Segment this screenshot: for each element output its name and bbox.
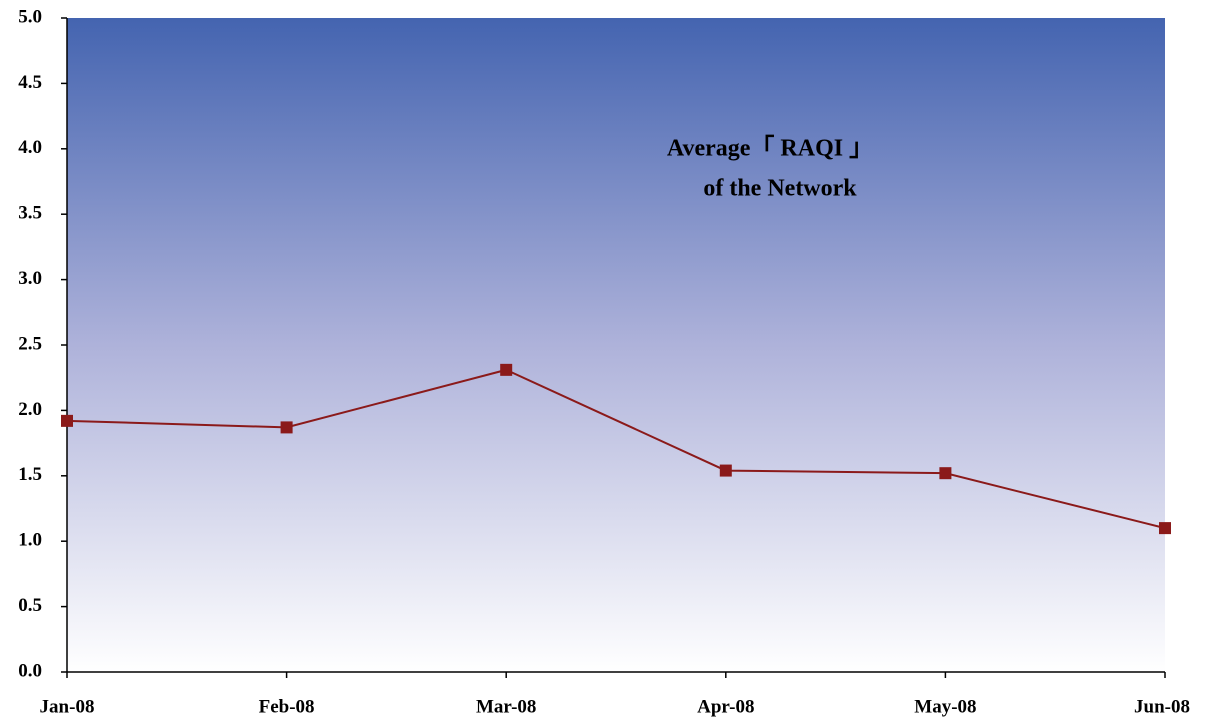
x-tick-label: May-08	[914, 696, 976, 717]
x-tick-label: Apr-08	[697, 696, 754, 717]
y-tick-label: 3.0	[18, 268, 42, 289]
x-tick-label: Mar-08	[476, 696, 537, 717]
point-marker	[280, 421, 293, 434]
y-tick-label: 1.5	[18, 464, 42, 485]
y-tick-label: 5.0	[18, 6, 42, 27]
chart-title: Average「 RAQI 」	[667, 134, 873, 162]
y-tick-label: 4.0	[18, 137, 42, 158]
plot-area	[67, 18, 1165, 672]
y-tick-label: 4.5	[18, 72, 42, 93]
series-line	[66, 368, 1166, 530]
x-tick-label: Jan-08	[40, 696, 95, 717]
chart-title: of the Network	[703, 176, 857, 202]
y-tick-label: 2.0	[18, 399, 42, 420]
point-marker	[61, 414, 73, 427]
point-marker	[1159, 522, 1171, 535]
point-marker	[719, 464, 732, 477]
point-marker	[500, 363, 513, 376]
x-tick-label: Jun-08	[1134, 696, 1190, 717]
y-tick-label: 0.5	[18, 595, 42, 616]
x-tick-label: Feb-08	[259, 696, 315, 717]
y-tick-label: 3.5	[18, 203, 42, 224]
y-tick-label: 0.0	[18, 660, 42, 681]
y-tick-label: 2.5	[18, 333, 42, 354]
y-tick-label: 1.0	[18, 530, 42, 551]
point-marker	[939, 467, 952, 480]
